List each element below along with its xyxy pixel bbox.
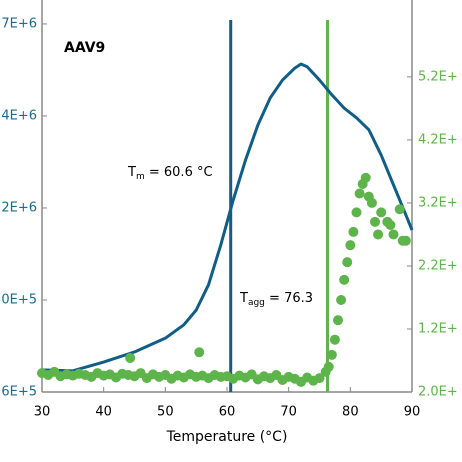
point <box>400 235 411 246</box>
x-tick-label: 30 <box>34 405 51 420</box>
point <box>351 207 362 218</box>
annotation: Tm = 60.6 °C <box>127 165 213 182</box>
point <box>345 240 356 251</box>
point <box>366 197 377 208</box>
point <box>329 334 340 345</box>
point <box>348 226 359 237</box>
y-tick-label: 7E+6 <box>1 16 37 31</box>
point <box>342 257 353 268</box>
x-tick-label: 40 <box>95 405 112 420</box>
x-tick-label: 80 <box>342 405 359 420</box>
y2-tick-label: 5.2E+ <box>418 69 458 84</box>
point <box>336 294 347 305</box>
point <box>333 315 343 326</box>
annotation: Tagg = 76.3 <box>239 291 313 308</box>
point <box>373 229 384 240</box>
y2-tick-label: 4.2E+ <box>418 132 458 147</box>
point <box>360 172 371 183</box>
y-tick-label: 0E+5 <box>1 292 37 307</box>
point <box>194 347 205 358</box>
point <box>125 352 136 363</box>
point <box>385 219 396 230</box>
y2-tick-label: 2.0E+ <box>418 385 458 400</box>
y-tick-label: 6E+5 <box>1 385 37 400</box>
x-tick-label: 50 <box>157 405 174 420</box>
annotation-text: = 60.6 °C <box>145 165 213 180</box>
y2-tick-label: 3.2E+ <box>418 195 458 210</box>
x-tick-label: 70 <box>280 405 297 420</box>
point <box>314 373 325 384</box>
x-tick-label: 90 <box>404 405 421 420</box>
line <box>41 62 414 373</box>
annotation-symbol: T <box>127 165 136 180</box>
annotation-text: = 76.3 <box>265 291 313 306</box>
point <box>354 188 365 199</box>
annotation-subscript: m <box>136 172 145 182</box>
point <box>326 349 337 360</box>
point <box>339 274 350 285</box>
y-tick-label: 2E+6 <box>1 200 37 215</box>
y2-tick-label: 1.2E+ <box>418 321 458 336</box>
annotation-symbol: T <box>239 291 248 306</box>
point <box>388 229 399 240</box>
point <box>323 361 334 372</box>
point <box>376 207 387 218</box>
y-tick-label: 4E+6 <box>1 108 37 123</box>
y2-tick-label: 2.2E+ <box>418 258 458 273</box>
x-tick-label: 60 <box>219 405 236 420</box>
point <box>370 216 380 227</box>
sample-label: AAV9 <box>64 40 105 56</box>
annotation-subscript: agg <box>248 298 265 308</box>
x-axis-label: Temperature (°C) <box>166 429 288 445</box>
point <box>394 204 405 215</box>
